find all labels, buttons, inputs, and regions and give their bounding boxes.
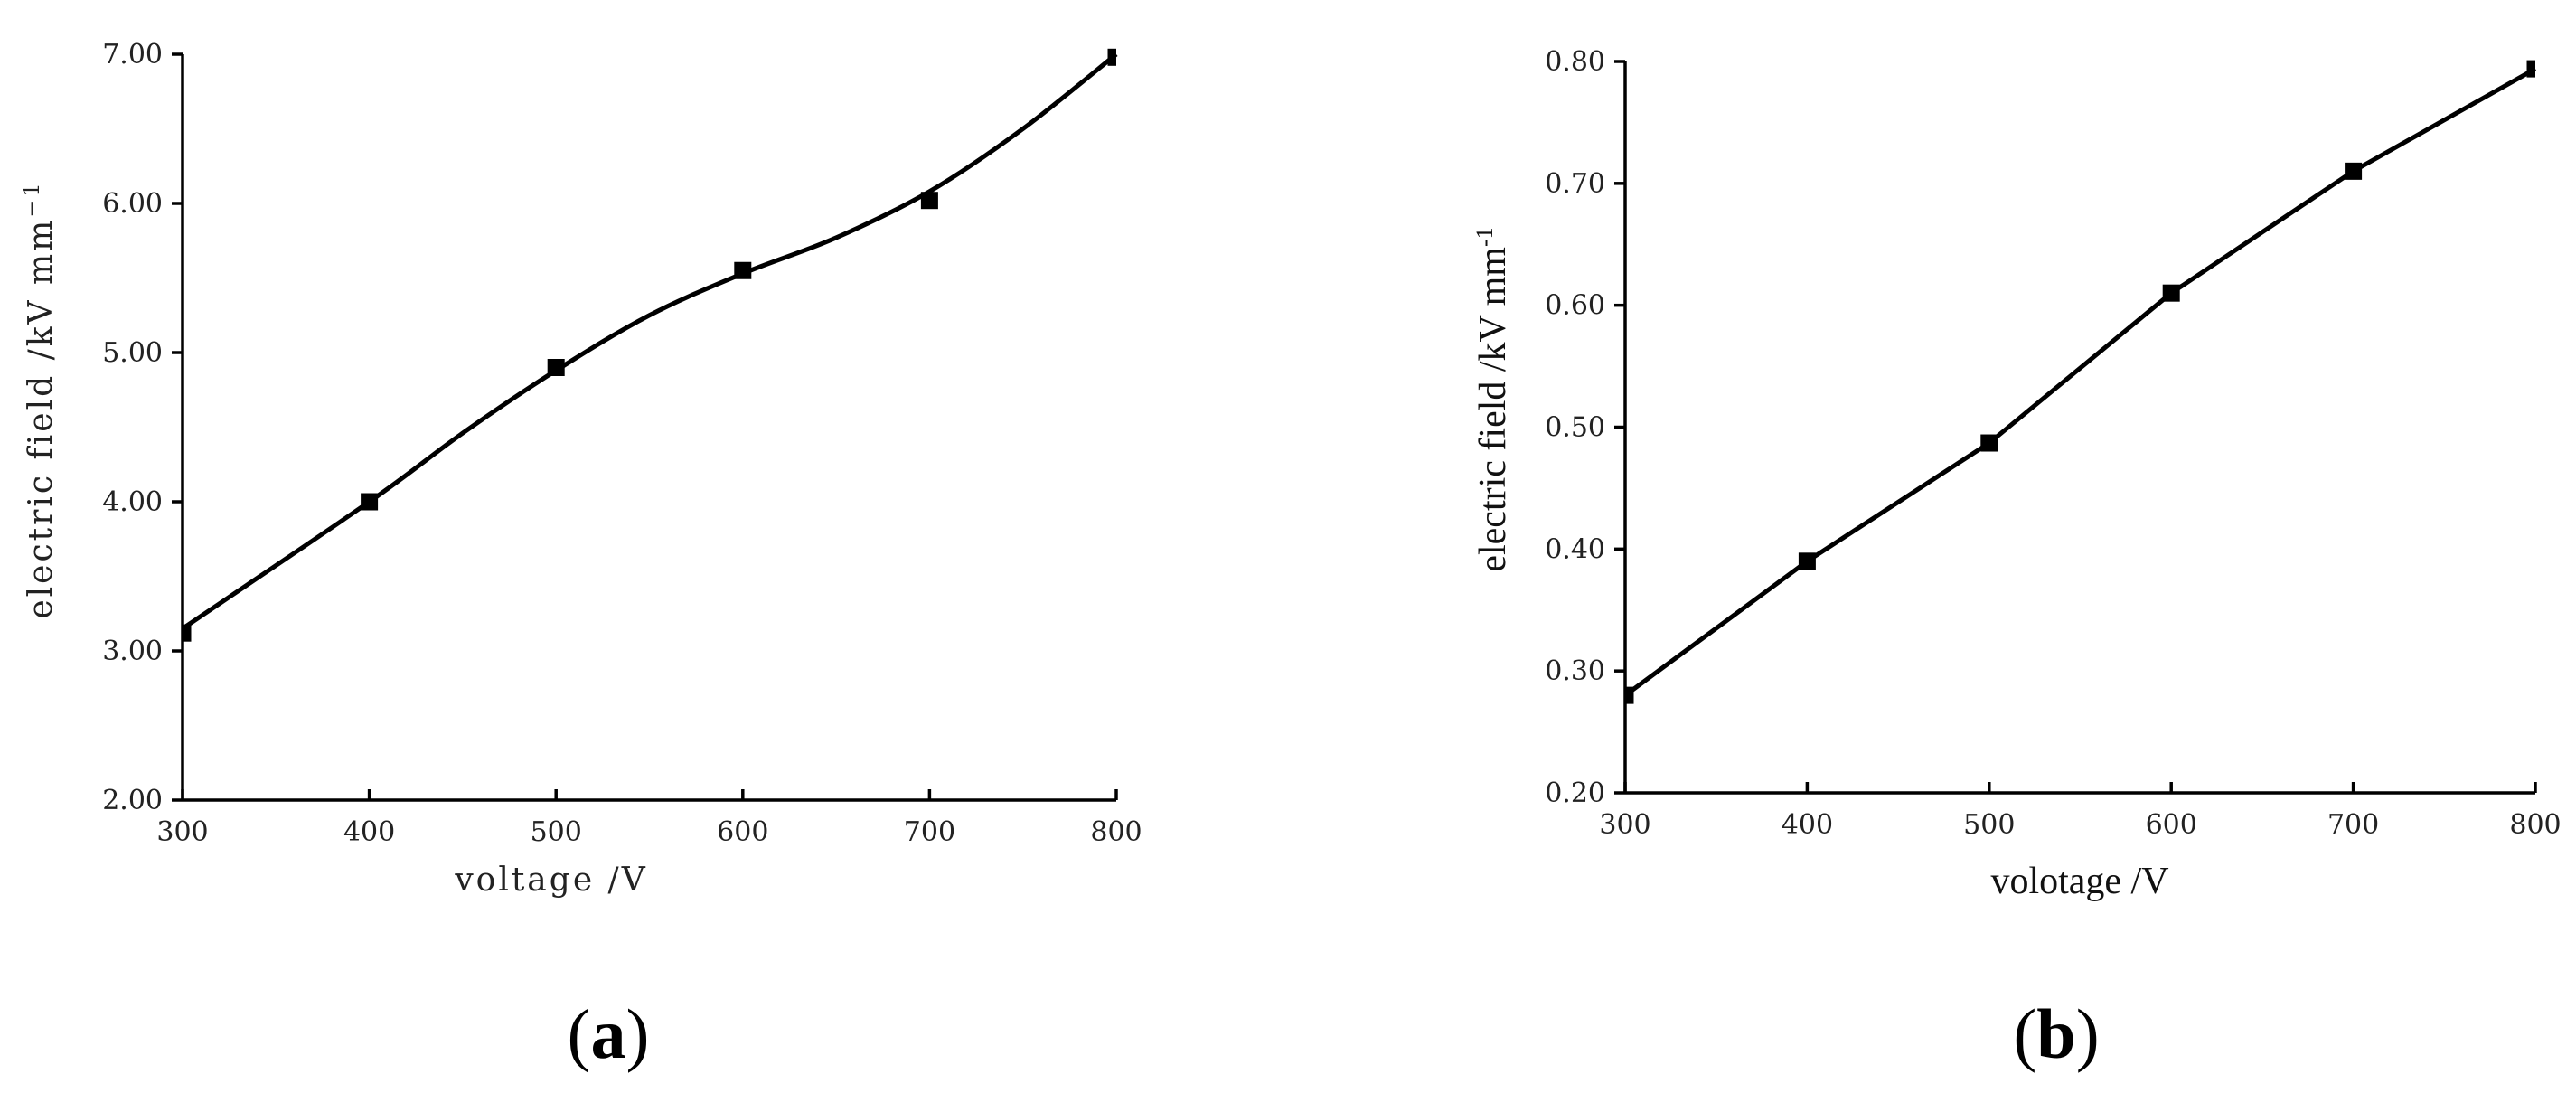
x-tick-label-a: 700 bbox=[904, 816, 955, 848]
axes-a bbox=[172, 52, 1118, 802]
y-tick-label-b: 0.30 bbox=[1545, 655, 1605, 687]
y-axis-title-a: electric field /kV mm−1 bbox=[19, 180, 60, 618]
y-tick-label-a: 7.00 bbox=[102, 39, 163, 71]
panel-label-b: (b) bbox=[2013, 994, 2099, 1073]
data-point-b bbox=[2162, 284, 2180, 302]
chart-panel-b: 300 400 500 600 700 800 0.200.300.400.500.600… bbox=[1471, 46, 2562, 1073]
x-tick-label-a: 400 bbox=[343, 816, 395, 848]
x-tick-label-b: 700 bbox=[2327, 809, 2379, 841]
y-tick-label-a: 4.00 bbox=[102, 486, 163, 518]
y-axis-title-b: electric field /kV mm-1 bbox=[1471, 227, 1514, 571]
data-point-b bbox=[1625, 686, 1634, 704]
x-tick-label-a: 800 bbox=[1090, 816, 1142, 848]
y-axis-title-b-text: electric field /kV mm bbox=[1472, 247, 1514, 572]
y-tick-label-b: 0.40 bbox=[1545, 533, 1605, 565]
x-tick-label-a: 300 bbox=[156, 816, 208, 848]
data-point-b bbox=[1798, 552, 1816, 570]
x-axis-title-b: volotage /V bbox=[1990, 861, 2168, 902]
panel-label-b-letter: b bbox=[2036, 994, 2075, 1073]
y-tick-label-b: 0.70 bbox=[1545, 168, 1605, 200]
x-axis-title-a: voltage /V bbox=[454, 862, 647, 899]
y-tick-label-b: 0.50 bbox=[1545, 412, 1605, 444]
x-tick-labels-a: 300 400 500 600 700 800 bbox=[156, 816, 1142, 848]
data-point-a bbox=[920, 192, 938, 210]
y-axis-title-b-exponent: -1 bbox=[1471, 227, 1498, 247]
panel-label-a-letter: a bbox=[591, 994, 626, 1073]
panel-label-a: (a) bbox=[568, 994, 650, 1073]
x-tick-label-a: 500 bbox=[531, 816, 582, 848]
fit-curve-path-a bbox=[181, 52, 1118, 631]
data-point-a bbox=[361, 493, 379, 511]
chart-panel-a: 300 400 500 600 700 800 2.00 3.00 4.00 5.00 6.00 7… bbox=[19, 39, 1142, 1073]
markers-a bbox=[183, 48, 1116, 642]
y-tick-labels-a: 2.00 3.00 4.00 5.00 6.00 7.00 bbox=[102, 39, 163, 816]
data-point-b bbox=[2526, 60, 2535, 78]
y-tick-label-b: 0.80 bbox=[1545, 46, 1605, 78]
axes-b bbox=[1614, 60, 2537, 795]
y-tick-label-a: 5.00 bbox=[102, 337, 163, 369]
data-point-b bbox=[1980, 434, 1998, 452]
y-tick-label-a: 2.00 bbox=[102, 785, 163, 816]
x-tick-label-b: 300 bbox=[1599, 809, 1650, 841]
x-tick-label-b: 600 bbox=[2146, 809, 2197, 841]
fit-curve-a bbox=[181, 52, 1118, 631]
x-tick-label-b: 400 bbox=[1782, 809, 1833, 841]
data-point-b bbox=[2345, 162, 2363, 180]
data-point-a bbox=[1107, 48, 1116, 66]
data-point-a bbox=[547, 359, 565, 376]
x-tick-label-b: 500 bbox=[1963, 809, 2015, 841]
x-tick-label-b: 800 bbox=[2509, 809, 2561, 841]
y-tick-label-a: 6.00 bbox=[102, 188, 163, 220]
y-axis-title-a-exponent: −1 bbox=[19, 180, 44, 217]
y-tick-label-b: 0.20 bbox=[1545, 777, 1605, 809]
x-tick-label-a: 600 bbox=[717, 816, 768, 848]
data-point-a bbox=[183, 624, 192, 642]
y-tick-labels-b: 0.20 0.30 0.40 0.50 0.60 0.70 0.80 bbox=[1545, 46, 1605, 809]
y-axis-title-a-text: electric field /kV mm bbox=[23, 218, 60, 619]
data-point-a bbox=[734, 261, 752, 279]
y-tick-label-b: 0.60 bbox=[1545, 290, 1605, 322]
fit-line-b bbox=[1623, 66, 2537, 698]
y-tick-label-a: 3.00 bbox=[102, 636, 163, 667]
markers-b bbox=[1625, 60, 2535, 704]
series-line-b bbox=[1623, 66, 2537, 698]
x-tick-labels-b: 300 400 500 600 700 800 bbox=[1599, 809, 2561, 841]
